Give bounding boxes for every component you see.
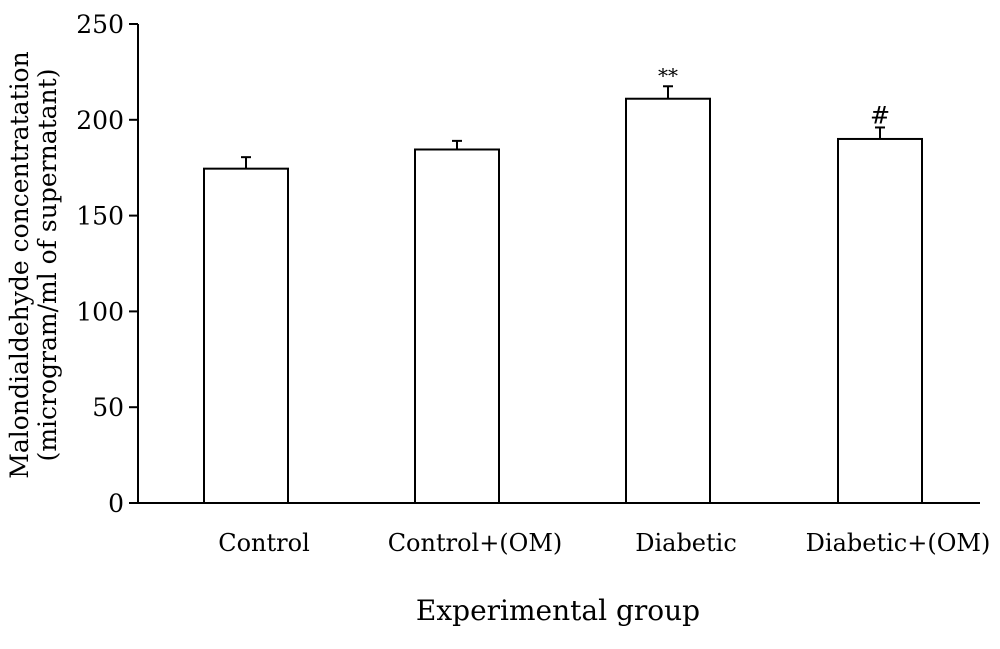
x-category-label: Diabetic+(OM) [806, 529, 991, 557]
x-category-label: Control+(OM) [388, 529, 563, 557]
x-axis: Control Control+(OM) Diabetic Diabetic+(OM) [138, 502, 991, 557]
y-tick-label: 250 [76, 10, 124, 39]
x-axis-title: Experimental group [416, 594, 700, 627]
significance-marker: ** [658, 63, 678, 87]
bar [414, 148, 500, 505]
x-category-label: Control [218, 529, 310, 557]
y-tick-label: 100 [76, 297, 124, 326]
bar [203, 167, 289, 505]
y-tick-label: 150 [76, 202, 124, 231]
y-tick-label: 0 [108, 489, 124, 518]
y-axis-title-line-1: Malondialdehyde concentratation [5, 51, 34, 478]
bars: ** # [203, 63, 923, 505]
x-category-label: Diabetic [635, 529, 737, 557]
bar [837, 137, 923, 505]
y-tick-label: 200 [76, 106, 124, 135]
significance-marker: # [870, 101, 890, 129]
y-axis: 0 50 100 150 200 250 [76, 10, 139, 518]
y-axis-title: Malondialdehyde concentratation (microgr… [5, 51, 62, 478]
bar [625, 97, 711, 504]
y-tick-label: 50 [92, 393, 124, 422]
y-axis-title-line-2: (microgram/ml of supernatant) [33, 69, 62, 462]
